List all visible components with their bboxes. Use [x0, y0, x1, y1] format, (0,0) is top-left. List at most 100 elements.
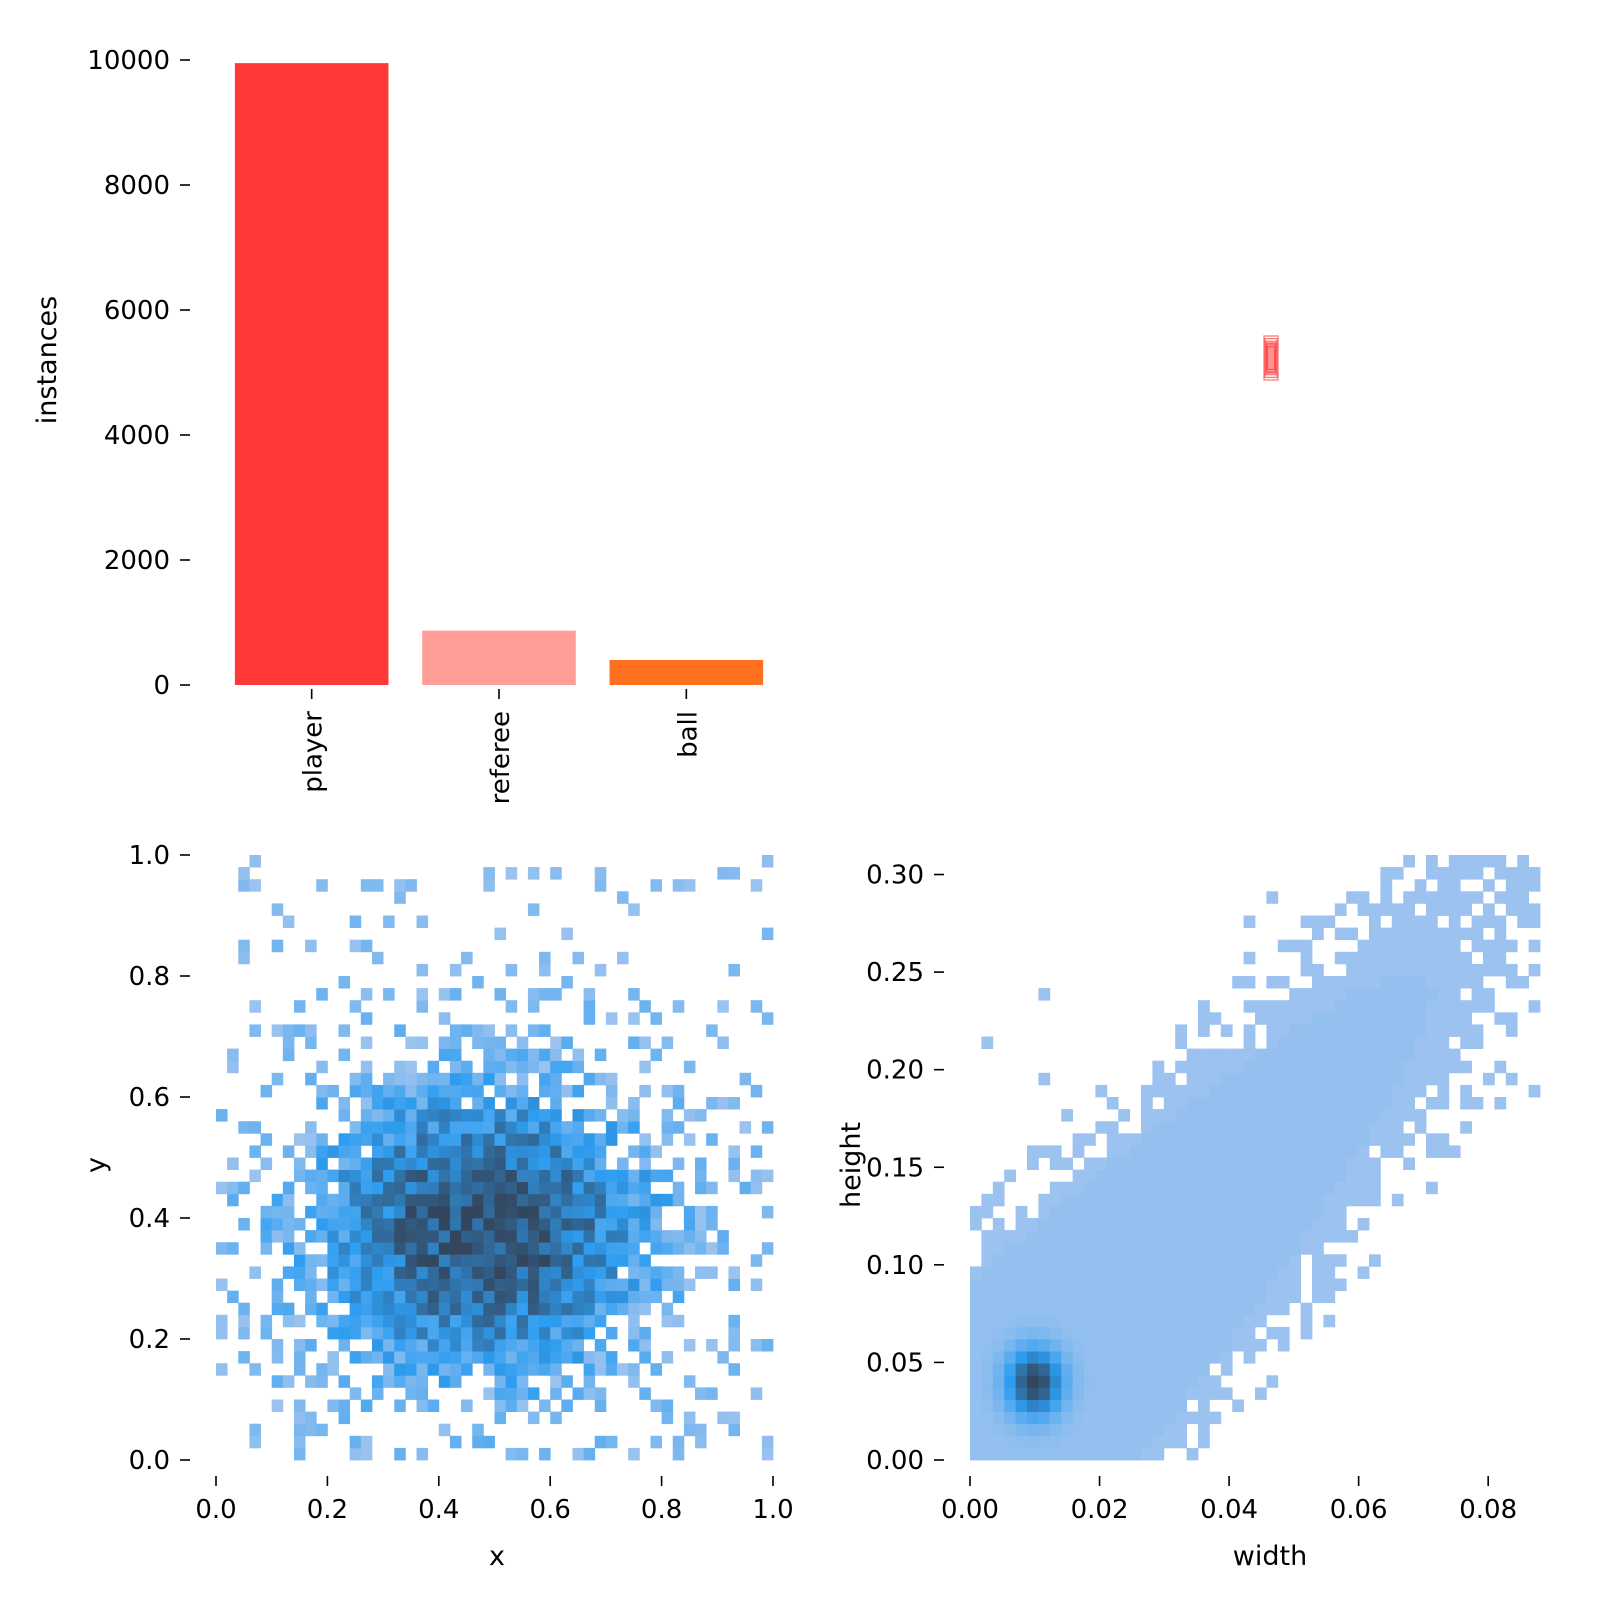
wh-cell	[1312, 1266, 1324, 1279]
wh-cell	[1483, 951, 1495, 965]
wh-cell	[992, 1411, 1005, 1425]
wh-cell	[1152, 1411, 1165, 1425]
ytick-label: 0.05	[866, 1348, 924, 1378]
xy-cell	[461, 1302, 473, 1316]
wh-cell	[1369, 1193, 1381, 1207]
wh-cell	[1380, 1060, 1393, 1074]
wh-cell	[1334, 1000, 1347, 1013]
xy-cell	[405, 1375, 417, 1388]
wh-cell	[1061, 1447, 1073, 1461]
xy-cell	[461, 1339, 473, 1352]
xy-cell	[561, 1339, 573, 1352]
xy-cell	[594, 879, 607, 892]
xy-cell	[327, 1399, 339, 1412]
wh-cell	[1255, 1181, 1267, 1195]
wh-cell	[1152, 1230, 1165, 1243]
xy-cell	[472, 1423, 484, 1437]
wh-cell	[1403, 963, 1415, 977]
wh-cell	[1334, 1181, 1347, 1195]
wh-cell	[1255, 1278, 1267, 1291]
wh-cell	[1255, 1048, 1267, 1062]
xy-cell	[728, 1326, 740, 1340]
wh-cell	[1220, 1205, 1233, 1219]
wh-cell	[1391, 1060, 1404, 1074]
xy-cell	[249, 1266, 261, 1279]
wh-cell	[970, 1290, 982, 1304]
xy-cell	[449, 1024, 462, 1037]
wh-cell	[1084, 1435, 1096, 1449]
xy-cell	[394, 1097, 406, 1110]
wh-cell	[1152, 1399, 1165, 1412]
xy-cell	[360, 1254, 373, 1267]
xy-cell	[449, 1205, 462, 1219]
xy-cell	[305, 1145, 317, 1158]
wh-cell	[1483, 879, 1495, 892]
xy-cell	[438, 1266, 451, 1279]
xy-cell	[516, 1121, 529, 1134]
xy-cell	[405, 1205, 417, 1219]
wh-cell	[1277, 1024, 1290, 1037]
xy-cell	[316, 1230, 328, 1243]
wh-cell	[1312, 1133, 1324, 1146]
wh-cell	[1403, 988, 1415, 1001]
wh-cell	[1426, 1181, 1438, 1195]
wh-cell	[1357, 951, 1370, 965]
wh-cell	[1106, 1266, 1119, 1279]
wh-cell	[1312, 1024, 1324, 1037]
wh-cell	[1141, 1266, 1153, 1279]
wh-cell	[1141, 1193, 1153, 1207]
wh-cell	[970, 1435, 982, 1449]
xy-cell	[650, 1193, 662, 1207]
wh-cell	[1015, 1399, 1028, 1412]
xy-cell	[516, 1375, 529, 1388]
xy-cell	[505, 1230, 518, 1243]
xy-cell	[572, 1339, 585, 1352]
xy-cell	[527, 867, 540, 880]
wh-cell	[1095, 1254, 1108, 1267]
wh-cell	[1232, 1109, 1244, 1122]
wh-cell	[1209, 1121, 1222, 1134]
wh-cell	[1038, 1302, 1051, 1316]
wh-cell	[1334, 1084, 1347, 1098]
wh-cell	[1334, 1109, 1347, 1122]
xy-cell	[472, 1121, 484, 1134]
wh-cell	[1266, 1230, 1279, 1243]
wh-cell	[1186, 1157, 1199, 1170]
wh-cell	[1027, 1242, 1039, 1255]
wh-cell	[1220, 1387, 1233, 1400]
wh-cell	[970, 1447, 982, 1461]
wh-cell	[1323, 1109, 1336, 1122]
wh-cell	[1346, 963, 1358, 977]
wh-cell	[1357, 891, 1370, 904]
xy-cell	[572, 1169, 585, 1183]
xy-cell	[349, 1145, 362, 1158]
wh-cell	[1152, 1326, 1165, 1340]
xy-cell	[405, 1254, 417, 1267]
wh-cell	[1141, 1109, 1153, 1122]
wh-cell	[1323, 1205, 1336, 1219]
wh-cell	[1414, 1109, 1427, 1122]
wh-cell	[1426, 951, 1438, 965]
xy-cell	[494, 1072, 507, 1086]
wh-cell	[1152, 1423, 1165, 1437]
wh-cell	[1289, 1084, 1301, 1098]
wh-cell	[1528, 915, 1541, 928]
xy-cell	[739, 1072, 752, 1086]
xy-cell	[461, 1121, 473, 1134]
xy-cell	[338, 1278, 351, 1291]
wh-cell	[1209, 1048, 1222, 1062]
wh-cell	[1209, 1351, 1222, 1364]
wh-cell	[1403, 1060, 1415, 1074]
xy-cell	[572, 1266, 585, 1279]
xy-cell	[483, 1290, 495, 1304]
xy-cell	[494, 1109, 507, 1122]
wh-cell	[1300, 1326, 1313, 1340]
wh-cell	[1198, 1048, 1210, 1062]
wh-cell	[1061, 1326, 1073, 1340]
wh-cell	[1403, 951, 1415, 965]
wh-cell	[1391, 1193, 1404, 1207]
wh-cell	[1403, 939, 1415, 953]
xy-cell	[438, 1193, 451, 1207]
wh-cell	[1049, 1218, 1062, 1231]
xy-cell	[371, 1121, 384, 1134]
